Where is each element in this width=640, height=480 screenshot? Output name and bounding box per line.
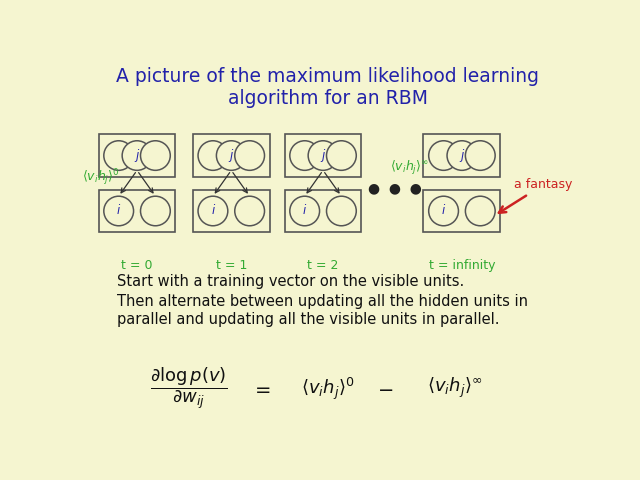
Text: i: i — [211, 204, 214, 217]
Text: t = 0: t = 0 — [122, 259, 153, 272]
Text: t = infinity: t = infinity — [429, 259, 495, 272]
Bar — [193, 134, 269, 177]
Text: $\langle v_i h_j\rangle^\infty$: $\langle v_i h_j\rangle^\infty$ — [427, 376, 482, 400]
Text: Then alternate between updating all the hidden units in
parallel and updating al: Then alternate between updating all the … — [117, 294, 528, 326]
Ellipse shape — [308, 141, 338, 170]
Bar — [424, 190, 500, 232]
Ellipse shape — [447, 141, 477, 170]
Bar — [285, 134, 362, 177]
Text: j: j — [136, 149, 139, 162]
Text: i: i — [117, 204, 120, 217]
Text: $\langle v_i h_j\rangle^0$: $\langle v_i h_j\rangle^0$ — [301, 375, 355, 402]
Ellipse shape — [465, 196, 495, 226]
Text: $\langle v_i h_j\rangle^\infty$: $\langle v_i h_j\rangle^\infty$ — [390, 159, 429, 178]
Text: a fantasy: a fantasy — [499, 179, 572, 213]
Text: j: j — [460, 149, 463, 162]
Ellipse shape — [465, 141, 495, 170]
Bar — [193, 190, 269, 232]
Ellipse shape — [290, 141, 319, 170]
Text: A picture of the maximum likelihood learning
algorithm for an RBM: A picture of the maximum likelihood lear… — [116, 67, 540, 108]
Text: j: j — [230, 149, 233, 162]
Text: $-$: $-$ — [377, 379, 393, 398]
Ellipse shape — [326, 196, 356, 226]
Text: $=$: $=$ — [251, 379, 271, 398]
Bar — [99, 190, 175, 232]
Text: i: i — [442, 204, 445, 217]
Text: ●  ●  ●: ● ● ● — [368, 182, 422, 196]
Ellipse shape — [104, 196, 134, 226]
Bar — [99, 134, 175, 177]
Text: t = 1: t = 1 — [216, 259, 247, 272]
Ellipse shape — [429, 141, 458, 170]
Text: j: j — [321, 149, 324, 162]
Text: i: i — [303, 204, 307, 217]
Text: t = 2: t = 2 — [307, 259, 339, 272]
Ellipse shape — [122, 141, 152, 170]
Ellipse shape — [235, 196, 264, 226]
Text: $\langle v_i h_j\rangle^0$: $\langle v_i h_j\rangle^0$ — [83, 168, 120, 188]
Ellipse shape — [429, 196, 458, 226]
Ellipse shape — [198, 196, 228, 226]
Ellipse shape — [235, 141, 264, 170]
Ellipse shape — [198, 141, 228, 170]
Ellipse shape — [141, 141, 170, 170]
Text: Start with a training vector on the visible units.: Start with a training vector on the visi… — [117, 274, 465, 289]
Ellipse shape — [104, 141, 134, 170]
Ellipse shape — [141, 196, 170, 226]
Ellipse shape — [216, 141, 246, 170]
Text: $\dfrac{\partial \log p(v)}{\partial w_{ij}}$: $\dfrac{\partial \log p(v)}{\partial w_{… — [150, 365, 228, 411]
Bar — [424, 134, 500, 177]
Ellipse shape — [290, 196, 319, 226]
Bar — [285, 190, 362, 232]
Ellipse shape — [326, 141, 356, 170]
